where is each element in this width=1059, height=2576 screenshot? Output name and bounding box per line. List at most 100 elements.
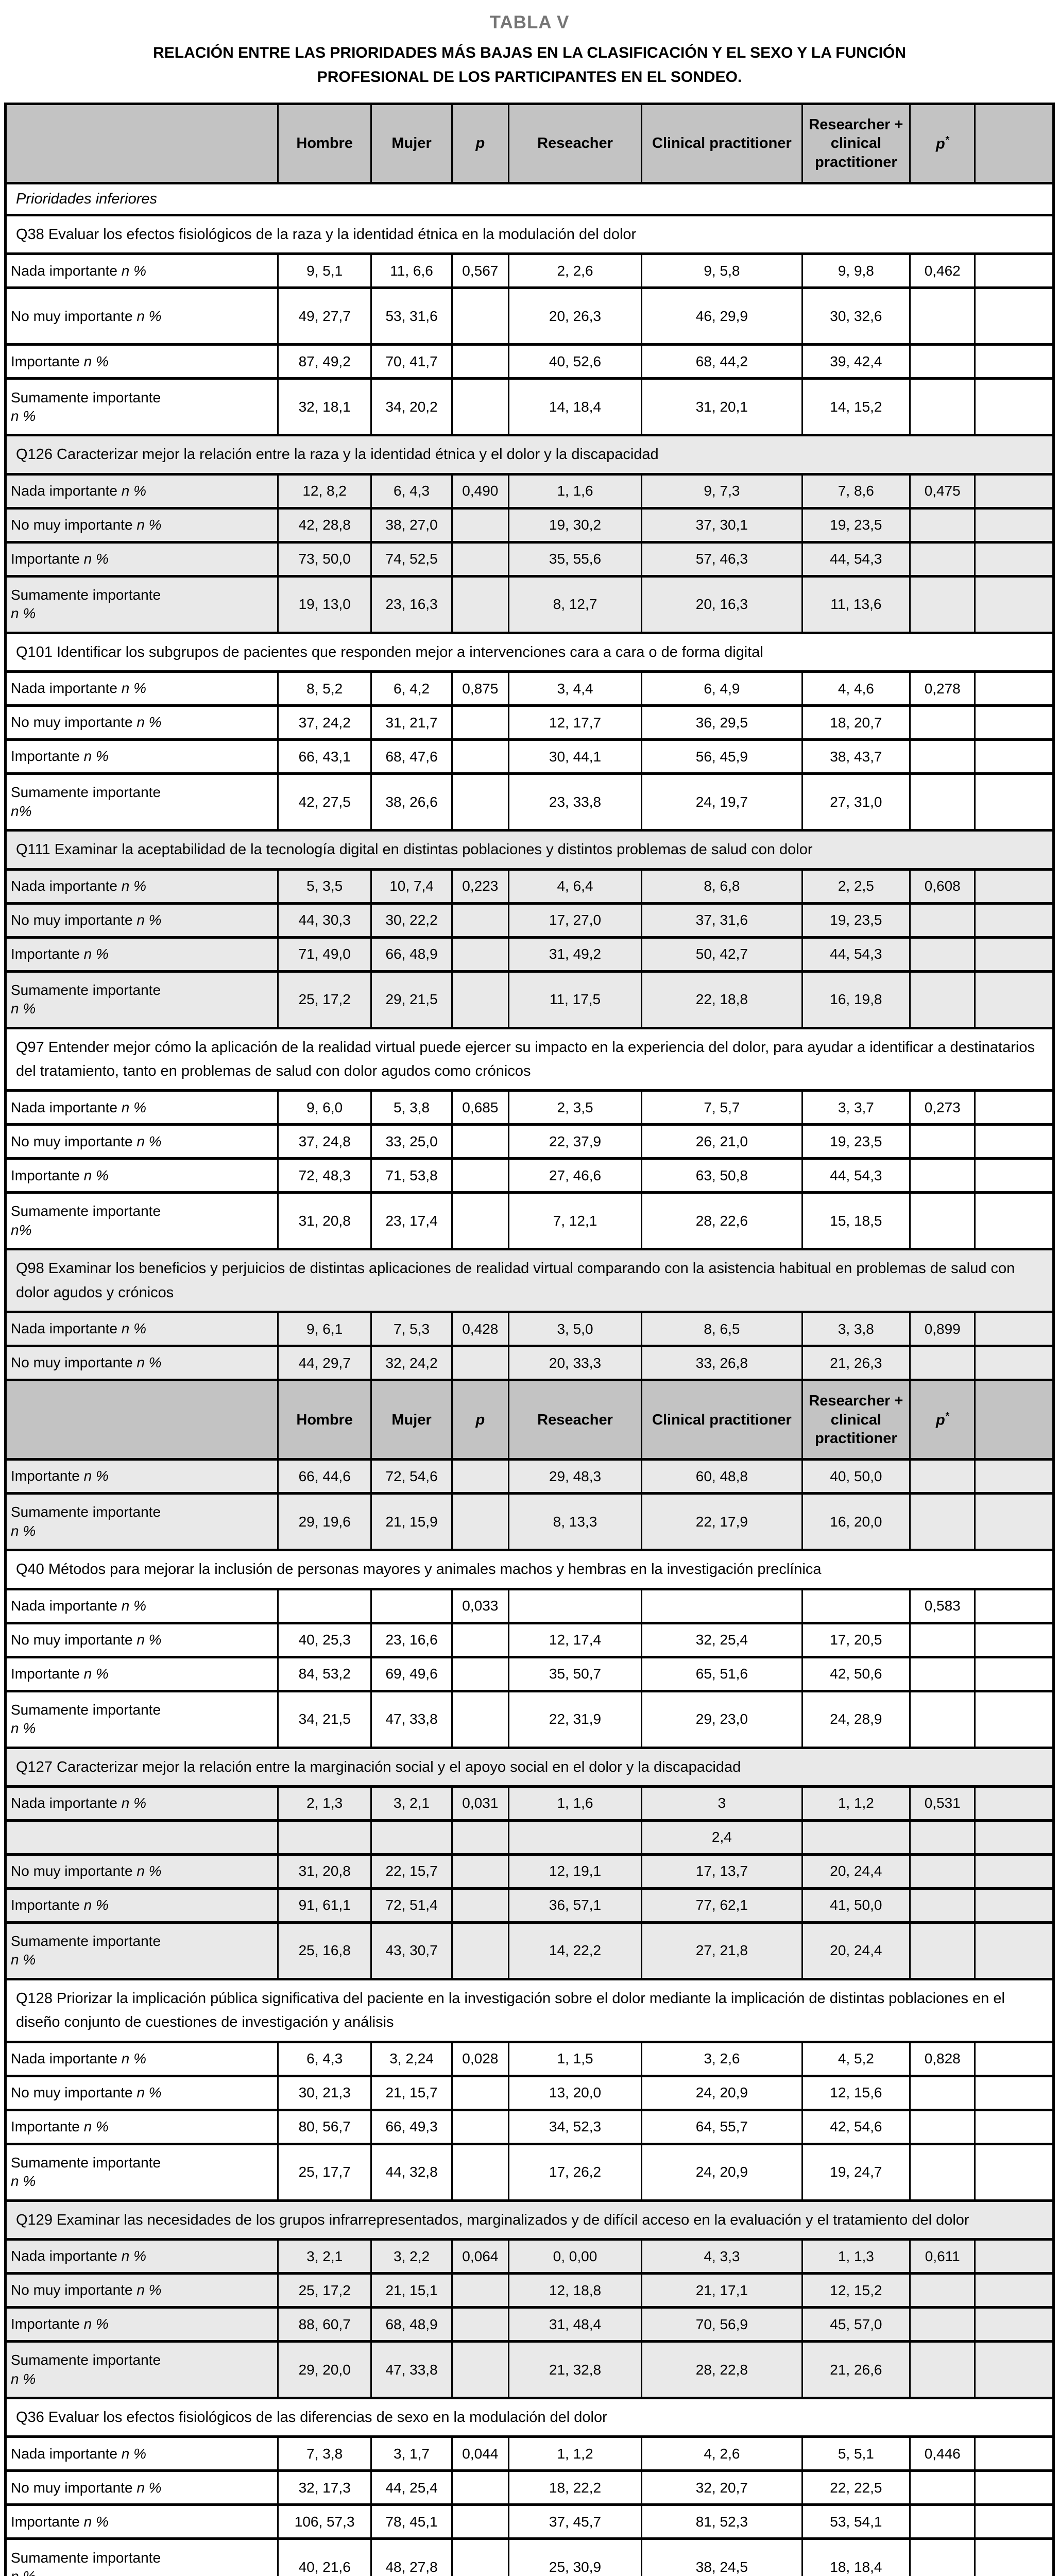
row-label-text: Sumamente importante	[11, 389, 161, 405]
value-cell-mujer: 69, 49,6	[370, 1655, 453, 1692]
col-header-empty	[4, 103, 279, 184]
value-cell-hombre: 19, 13,0	[277, 574, 372, 634]
value-cell-p: 0,064	[451, 2238, 509, 2275]
value-cell-reseacher: 13, 20,0	[507, 2074, 643, 2111]
value-cell-researcher-clinical-practitioner: 12, 15,6	[801, 2074, 911, 2111]
row-label-cell: No muy importante n %	[4, 2074, 279, 2111]
data-row: Sumamente importante n % 19, 13,0 23, 16,3 8…	[4, 574, 1054, 634]
value-cell-researcher-clinical-practitioner: 41, 50,0	[801, 1887, 911, 1924]
value-cell-p	[909, 936, 976, 973]
value-cell-reseacher: 21, 32,8	[507, 2340, 643, 2400]
value-cell-p: 0,278	[909, 670, 976, 707]
row-label-n: n %	[121, 1795, 147, 1811]
row-label-text: Nada importante	[11, 483, 122, 499]
value-cell-p	[451, 1345, 509, 1382]
row-label-n: n %	[121, 2050, 147, 2066]
value-cell-reseacher: 12, 19,1	[507, 1853, 643, 1890]
row-label-text: No muy importante	[11, 2479, 137, 2496]
value-cell-hombre: 3, 2,1	[277, 2238, 372, 2275]
section-label-cell: Prioridades inferiores	[5, 182, 1054, 216]
row-label-text: No muy importante	[11, 911, 137, 928]
value-cell-mujer: 7, 5,3	[370, 1311, 453, 1348]
value-cell-p	[909, 1621, 976, 1658]
value-cell-reseacher: 30, 44,1	[507, 738, 643, 775]
row-label-n: n %	[83, 2316, 109, 2332]
question-row: Q98 Examinar los beneficios y perjuicios…	[5, 1248, 1054, 1314]
filler-cell	[974, 1123, 1054, 1160]
data-row: Sumamente importante n% 31, 20,8 23, 17,4 7,…	[4, 1191, 1054, 1251]
value-cell-hombre: 44, 30,3	[277, 902, 372, 939]
row-label-cell: No muy importante n %	[4, 506, 279, 544]
row-label-text: Importante	[11, 1167, 84, 1183]
filler-cell	[974, 1492, 1054, 1552]
value-cell-researcher-clinical-practitioner: 19, 23,5	[801, 902, 911, 939]
value-cell-mujer: 3, 2,2	[370, 2238, 453, 2275]
value-cell-hombre: 34, 21,5	[277, 1689, 372, 1749]
value-cell-reseacher: 11, 17,5	[507, 970, 643, 1029]
value-cell-p	[451, 574, 509, 634]
row-label-n: n%	[11, 803, 32, 819]
value-cell-p	[909, 1887, 976, 1924]
filler-cell	[974, 1621, 1054, 1658]
value-cell-mujer: 74, 52,5	[370, 540, 453, 578]
value-cell-hombre: 6, 4,3	[277, 2040, 372, 2077]
value-cell-p	[909, 377, 976, 437]
value-cell-researcher-clinical-practitioner: 27, 31,0	[801, 772, 911, 832]
value-cell-researcher-clinical-practitioner: 38, 43,7	[801, 738, 911, 775]
value-cell-clinical-practitioner: 8, 6,5	[641, 1311, 803, 1348]
value-cell-hombre: 73, 50,0	[277, 540, 372, 578]
value-cell-researcher-clinical-practitioner: 5, 5,1	[801, 2435, 911, 2472]
filler-cell	[974, 2435, 1054, 2472]
results-table: Hombre Mujer p Reseacher Clinical practition…	[4, 103, 1055, 2576]
value-cell-mujer: 68, 47,6	[370, 738, 453, 775]
value-cell-reseacher: 31, 49,2	[507, 936, 643, 973]
value-cell-hombre: 44, 29,7	[277, 1345, 372, 1382]
value-cell-p	[451, 1191, 509, 1251]
value-cell-p	[451, 1819, 509, 1856]
row-label-text: Sumamente importante	[11, 1933, 161, 1950]
value-cell-mujer: 6, 4,2	[370, 670, 453, 707]
data-row: Nada importante n % 0,033 0,583	[4, 1587, 1054, 1624]
row-label-text: Nada importante	[11, 2445, 122, 2462]
col-header-filler	[974, 1379, 1054, 1461]
value-cell-mujer: 3, 2,24	[370, 2040, 453, 2077]
value-cell-clinical-practitioner: 70, 56,9	[641, 2306, 803, 2343]
value-cell-p: 0,033	[451, 1587, 509, 1624]
value-cell-p: 0,583	[909, 1587, 976, 1624]
data-row: Importante n % 73, 50,0 74, 52,5 35, 55,6 57…	[4, 540, 1054, 578]
col-header-reseacher: Reseacher	[507, 1379, 643, 1461]
question-cell: Q128 Priorizar la implicación pública si…	[5, 1977, 1054, 2043]
value-cell-mujer: 47, 33,8	[370, 2340, 453, 2400]
value-cell-reseacher: 3, 4,4	[507, 670, 643, 707]
value-cell-researcher-clinical-practitioner	[801, 1587, 911, 1624]
value-cell-reseacher: 8, 12,7	[507, 574, 643, 634]
filler-cell	[974, 1819, 1054, 1856]
row-label-cell: No muy importante n %	[4, 1621, 279, 1658]
value-cell-reseacher: 3, 5,0	[507, 1311, 643, 1348]
value-cell-mujer: 23, 16,6	[370, 1621, 453, 1658]
value-cell-p	[451, 2469, 509, 2506]
filler-cell	[974, 1921, 1054, 1980]
value-cell-clinical-practitioner: 22, 17,9	[641, 1492, 803, 1552]
filler-cell	[974, 2306, 1054, 2343]
value-cell-p	[909, 2306, 976, 2343]
row-label-text: No muy importante	[11, 308, 137, 324]
value-cell-researcher-clinical-practitioner: 9, 9,8	[801, 252, 911, 290]
col-header-hombre: Hombre	[277, 1379, 372, 1461]
data-row: No muy importante n % 31, 20,8 22, 15,7 12,…	[4, 1853, 1054, 1890]
row-label-n: n %	[136, 911, 162, 928]
row-label-cell: Nada importante n %	[4, 1587, 279, 1624]
data-row: No muy importante n % 30, 21,3 21, 15,7 13,…	[4, 2074, 1054, 2111]
value-cell-clinical-practitioner: 17, 13,7	[641, 1853, 803, 1890]
data-row: No muy importante n % 44, 30,3 30, 22,2 17,…	[4, 902, 1054, 939]
question-cell: Q126 Caracterizar mejor la relación entr…	[5, 434, 1054, 476]
filler-cell	[974, 377, 1054, 437]
value-cell-researcher-clinical-practitioner: 7, 8,6	[801, 472, 911, 510]
row-label-cell: Nada importante n %	[4, 1311, 279, 1348]
row-label-text: No muy importante	[11, 2282, 137, 2298]
value-cell-hombre: 2, 1,3	[277, 1785, 372, 1822]
value-cell-researcher-clinical-practitioner: 17, 20,5	[801, 1621, 911, 1658]
row-label-cell: Sumamente importante n %	[4, 2142, 279, 2202]
value-cell-p	[909, 902, 976, 939]
value-cell-reseacher: 17, 27,0	[507, 902, 643, 939]
